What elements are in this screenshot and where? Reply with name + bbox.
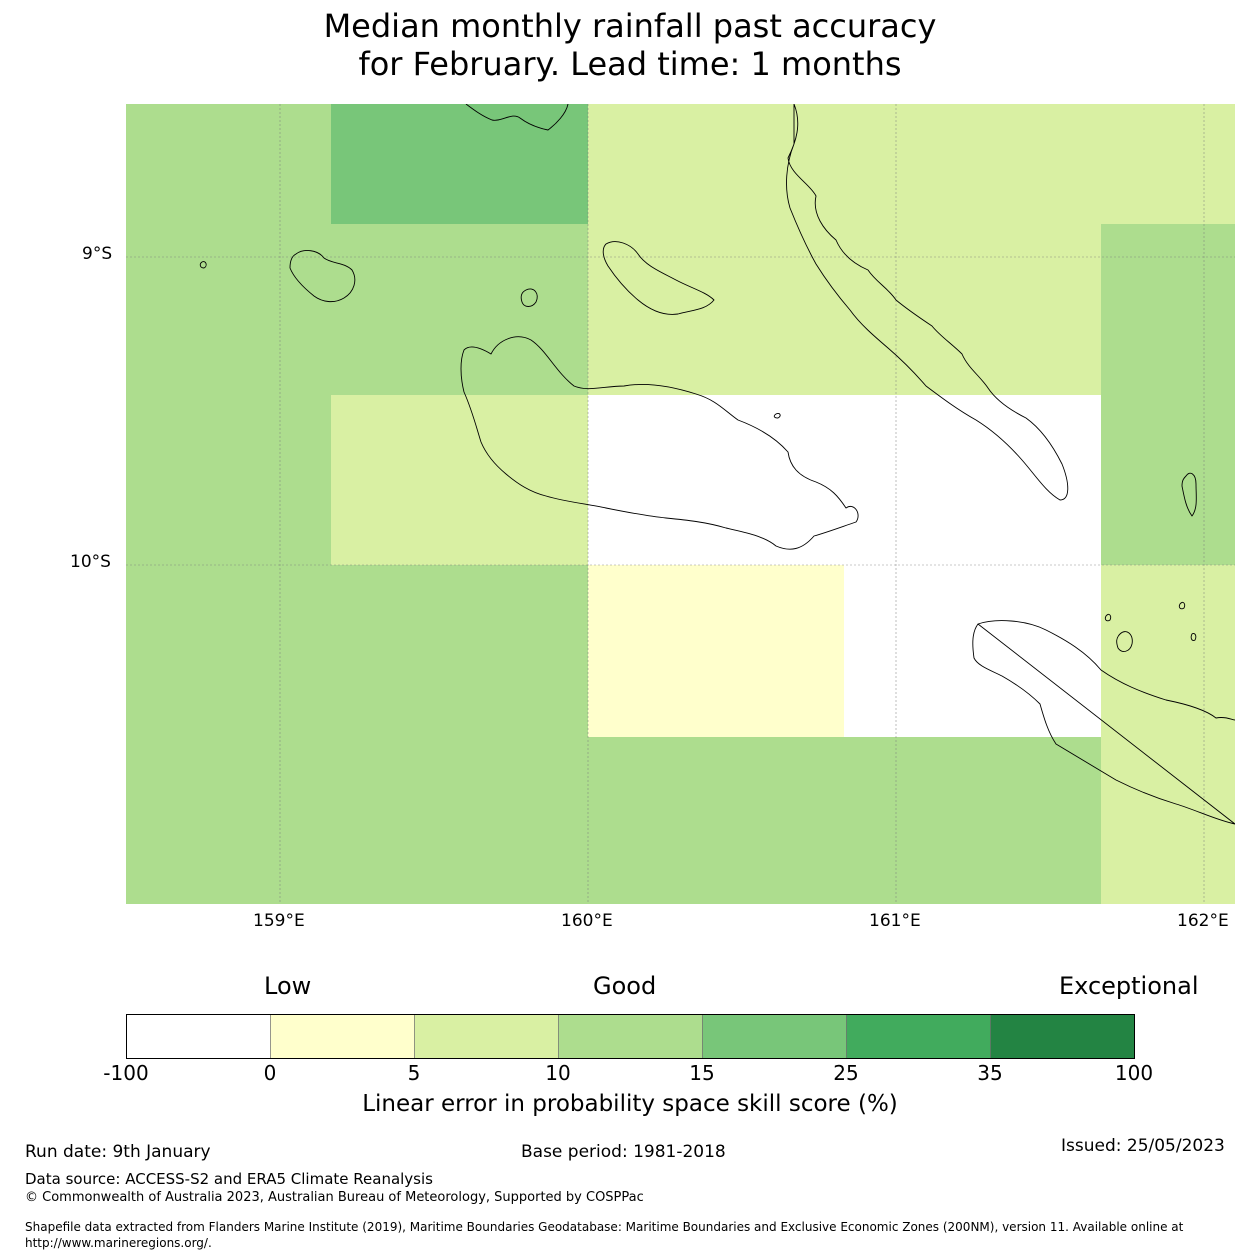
data-source: Data source: ACCESS-S2 and ERA5 Climate … <box>25 1170 433 1188</box>
shapefile-credit-line1: Shapefile data extracted from Flanders M… <box>25 1220 1184 1234</box>
colorbar-tick-label: 0 <box>263 1061 277 1085</box>
island-savo <box>520 288 538 307</box>
grid-cell <box>1101 565 1235 904</box>
grid-cell <box>331 395 588 565</box>
colorbar-swatch <box>558 1014 703 1059</box>
grid-cell <box>588 737 1101 904</box>
colorbar-category-low: Low <box>264 972 312 1000</box>
island-malaita <box>786 104 1069 501</box>
colorbar-tick-label: 10 <box>545 1061 571 1085</box>
lat-label-9s: 9°S <box>82 244 113 264</box>
copyright: © Commonwealth of Australia 2023, Austra… <box>25 1190 644 1205</box>
islet <box>199 261 207 269</box>
coastlines <box>199 104 1235 825</box>
grid-cell <box>588 104 1235 224</box>
islet <box>1190 633 1197 641</box>
islet <box>773 413 781 419</box>
island-guadalcanal <box>460 336 859 550</box>
colorbar-category-good: Good <box>593 972 657 1000</box>
colorbar-tick-label: 15 <box>689 1061 715 1085</box>
colorbar-tick-label: 100 <box>1114 1061 1154 1085</box>
grid-cell <box>331 104 588 224</box>
base-period: Base period: 1981-2018 <box>521 1142 726 1162</box>
grid-cell <box>126 104 331 904</box>
lon-label-161e: 161°E <box>869 911 921 931</box>
colorbar-swatch <box>270 1014 415 1059</box>
island-makira <box>972 620 1235 825</box>
grid-cell <box>844 565 1101 737</box>
lat-label-10s: 10°S <box>70 552 111 572</box>
colorbar-tick-label: 35 <box>977 1061 1003 1085</box>
island-ulawa <box>1116 631 1133 652</box>
colorbar-tick-label: 5 <box>407 1061 421 1085</box>
islet <box>1104 613 1112 622</box>
skill-grid <box>126 104 1235 904</box>
island-east-small <box>1181 472 1197 517</box>
lon-label-162e: 162°E <box>1177 911 1229 931</box>
grid-cell <box>331 224 588 395</box>
lon-label-159e: 159°E <box>253 911 305 931</box>
lon-label-160e: 160°E <box>561 911 613 931</box>
graticule <box>126 104 1235 904</box>
colorbar-category-exceptional: Exceptional <box>1059 972 1199 1000</box>
grid-cell <box>588 224 1101 395</box>
run-date: Run date: 9th January <box>25 1142 211 1162</box>
colorbar-title: Linear error in probability space skill … <box>362 1091 898 1117</box>
island-russell <box>289 250 356 303</box>
shapefile-credit-line2: http://www.marineregions.org/. <box>25 1236 212 1250</box>
map-panel <box>126 104 1235 904</box>
islet <box>1178 601 1186 610</box>
colorbar-swatch <box>702 1014 847 1059</box>
colorbar-swatch <box>846 1014 991 1059</box>
grid-cell <box>588 395 1101 565</box>
colorbar-swatch <box>414 1014 559 1059</box>
colorbar <box>126 1014 1135 1059</box>
colorbar-tick-label: 25 <box>833 1061 859 1085</box>
colorbar-tick-label: -100 <box>103 1061 149 1085</box>
grid-cell <box>331 565 588 904</box>
chart-title-line2: for February. Lead time: 1 months <box>358 45 902 83</box>
island-florida <box>602 241 715 315</box>
colorbar-swatch <box>990 1014 1135 1059</box>
grid-cell <box>1101 224 1235 565</box>
island-nggela <box>465 104 569 131</box>
grid-cell <box>588 565 844 737</box>
colorbar-swatch <box>126 1014 271 1059</box>
issued-date: Issued: 25/05/2023 <box>1061 1136 1225 1156</box>
chart-title-line1: Median monthly rainfall past accuracy <box>323 7 937 45</box>
